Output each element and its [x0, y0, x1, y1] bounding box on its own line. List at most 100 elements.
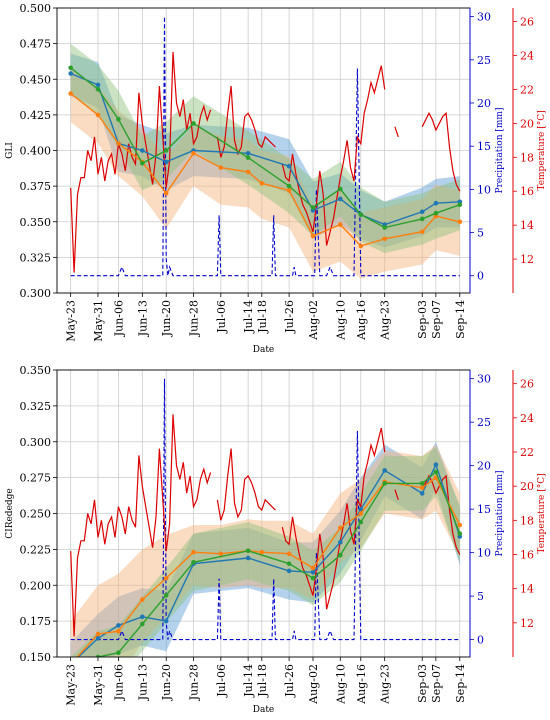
- temperature-tick-label: 26: [520, 16, 534, 29]
- data-point-orange: [358, 511, 364, 516]
- data-point-orange: [140, 597, 145, 602]
- x-tick-label: Jun-06: [112, 300, 125, 337]
- temperature-tick-label: 26: [520, 378, 534, 391]
- precipitation-tick-label: 10: [477, 183, 491, 196]
- data-point-green: [191, 560, 196, 565]
- x-tick-label: Aug-23: [379, 300, 392, 341]
- x-tick-label: May-23: [65, 300, 78, 342]
- y-tick-label: 0.475: [20, 38, 52, 51]
- data-point-blue: [433, 462, 439, 468]
- data-point-green: [191, 121, 196, 126]
- temperature-tick-label: 18: [520, 514, 534, 527]
- data-point-orange: [163, 191, 169, 196]
- data-point-green: [310, 575, 316, 581]
- cirededge-panel: 0.150 0.175 0.200 0.225 0.250 0.275 0.300 0.325…: [5, 364, 547, 715]
- data-point-green: [338, 552, 343, 558]
- x-tick-label: May-23: [65, 664, 78, 706]
- x-tick-label: Sep-07: [430, 300, 443, 339]
- y-tick-label: 0.425: [20, 109, 52, 122]
- x-tick-label: Jun-06: [112, 664, 125, 701]
- data-point-blue: [95, 82, 101, 88]
- data-point-orange: [457, 522, 463, 528]
- data-point-blue: [419, 491, 425, 496]
- data-point-green: [163, 593, 169, 598]
- temperature-tick-label: 24: [520, 50, 534, 63]
- data-point-green: [286, 183, 292, 189]
- x-tick-label: May-31: [92, 300, 105, 342]
- y-tick-label: 0.375: [20, 180, 52, 193]
- data-point-orange: [259, 549, 265, 555]
- data-point-green: [286, 561, 292, 566]
- data-point-blue: [433, 200, 439, 206]
- y-tick-label: 0.275: [20, 472, 52, 485]
- x-tick-label: Jun-13: [136, 300, 149, 337]
- x-tick-label: Aug-16: [355, 664, 368, 705]
- temperature-tick-label: 14: [520, 583, 534, 596]
- temperature-tick-label: 18: [520, 151, 534, 164]
- y-tick-label: 0.325: [20, 251, 52, 264]
- data-point-green: [382, 225, 388, 230]
- data-point-orange: [338, 525, 343, 531]
- x-tick-label: Jul-26: [283, 300, 296, 334]
- data-point-green: [310, 205, 316, 210]
- y-axis-label: CIRededge: [5, 488, 15, 538]
- confidence-band-orange: [70, 67, 460, 279]
- data-point-orange: [358, 243, 364, 249]
- temperature-tick-label: 22: [520, 83, 534, 96]
- y-tick-label: 0.175: [20, 615, 52, 628]
- data-point-green: [419, 481, 425, 486]
- data-point-green: [245, 548, 251, 554]
- data-point-green: [358, 212, 364, 217]
- x-tick-label: Aug-10: [334, 300, 347, 341]
- plot-area: [68, 16, 463, 279]
- confidence-band-green: [70, 43, 460, 254]
- data-point-blue: [310, 570, 316, 575]
- precipitation-axis-label: Precipitation [mm]: [495, 471, 505, 557]
- data-point-blue: [382, 468, 388, 473]
- data-point-blue: [163, 618, 169, 624]
- temperature-axis-label: Temperature [°C]: [537, 110, 547, 190]
- data-point-blue: [286, 163, 292, 169]
- data-point-blue: [140, 148, 145, 153]
- x-tick-label: May-31: [92, 664, 105, 706]
- data-point-orange: [218, 551, 224, 556]
- y-tick-label: 0.450: [20, 73, 52, 86]
- data-point-orange: [116, 141, 121, 146]
- temperature-line: [70, 52, 461, 273]
- data-point-green: [457, 202, 463, 207]
- temperature-line: [70, 414, 461, 637]
- x-tick-label: Jun-20: [160, 300, 173, 337]
- data-point-orange: [310, 565, 316, 571]
- x-tick-label: Jul-18: [256, 300, 269, 334]
- data-point-blue: [95, 636, 101, 641]
- data-point-orange: [163, 575, 169, 581]
- data-point-orange: [191, 151, 196, 156]
- temperature-tick-label: 14: [520, 219, 534, 232]
- y-axis-label: GLI: [5, 142, 15, 159]
- data-point-orange: [95, 631, 101, 637]
- data-point-blue: [68, 71, 73, 76]
- gli-panel: 0.300 0.325 0.350 0.375 0.400 0.425 0.450 0.475…: [5, 2, 547, 355]
- data-point-orange: [419, 485, 425, 491]
- x-tick-label: Sep-03: [416, 664, 429, 703]
- precipitation-line: [70, 16, 460, 277]
- data-point-blue: [116, 623, 121, 628]
- y-tick-label: 0.350: [20, 216, 52, 229]
- precipitation-line: [70, 378, 460, 641]
- data-point-orange: [338, 222, 343, 227]
- x-axis-label: Date: [253, 705, 275, 715]
- data-point-green: [116, 116, 121, 122]
- data-point-orange: [382, 236, 388, 242]
- data-point-blue: [419, 209, 425, 215]
- x-tick-label: Jul-18: [256, 664, 269, 698]
- data-point-blue: [286, 568, 292, 574]
- data-point-orange: [68, 91, 73, 96]
- data-point-green: [140, 621, 145, 627]
- precipitation-tick-label: 25: [477, 416, 491, 429]
- precipitation-tick-label: 10: [477, 547, 491, 560]
- temperature-tick-label: 24: [520, 412, 534, 425]
- x-tick-label: Sep-07: [430, 664, 443, 703]
- data-point-blue: [358, 506, 364, 512]
- x-tick-label: Aug-16: [355, 300, 368, 341]
- x-tick-label: Jul-14: [242, 664, 255, 698]
